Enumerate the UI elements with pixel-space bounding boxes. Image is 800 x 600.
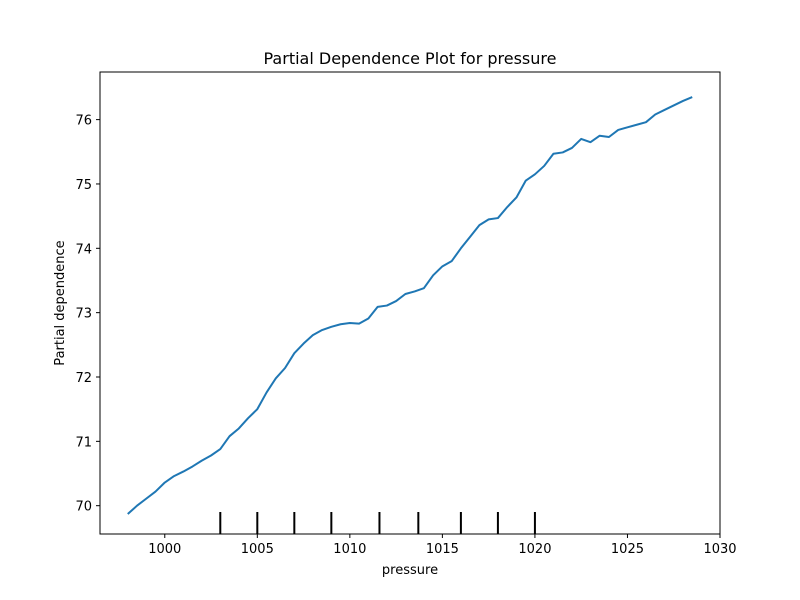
series-line	[127, 96, 693, 515]
x-axis-label: pressure	[382, 563, 438, 578]
chart-title: Partial Dependence Plot for pressure	[264, 49, 557, 68]
y-tick-label: 74	[75, 242, 92, 257]
x-tick-label: 1020	[518, 542, 551, 557]
y-tick-label: 70	[75, 500, 92, 515]
y-tick-label: 76	[75, 114, 92, 129]
y-tick-label: 75	[75, 178, 92, 193]
x-tick-label: 1010	[333, 542, 366, 557]
y-axis: 70 71 72 73 74 75 76	[75, 114, 100, 515]
y-tick-label: 73	[75, 307, 92, 322]
x-tick-label: 1015	[426, 542, 459, 557]
y-tick-label: 71	[75, 435, 92, 450]
x-tick-label: 1025	[611, 542, 644, 557]
rug-marks	[219, 512, 536, 534]
plot-area	[99, 71, 721, 535]
x-tick-label: 1005	[241, 542, 274, 557]
y-tick-label: 72	[75, 371, 92, 386]
series-lines	[127, 96, 693, 515]
y-axis-label: Partial dependence	[53, 240, 68, 365]
x-tick-label: 1030	[703, 542, 736, 557]
x-axis: 1000 1005 1010 1015 1020 1025 1030	[148, 534, 737, 557]
x-tick-label: 1000	[148, 542, 181, 557]
